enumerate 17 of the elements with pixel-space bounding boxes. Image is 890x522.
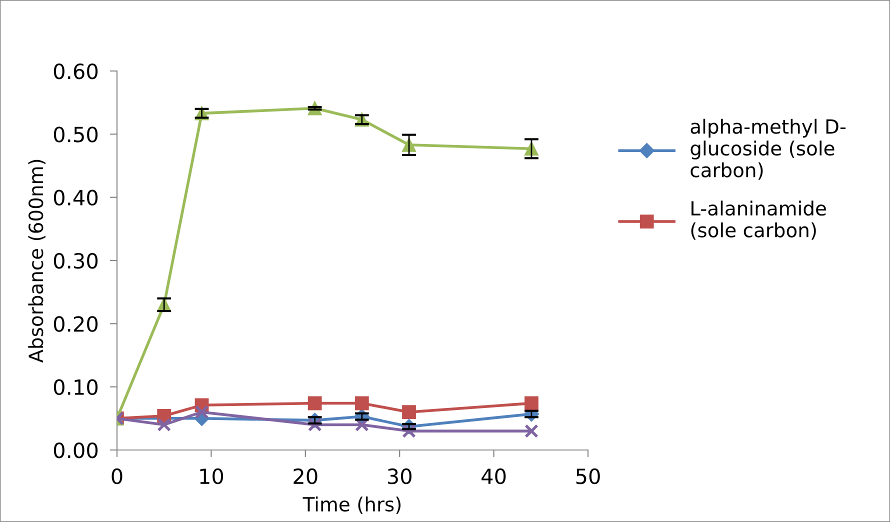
x-tick-label: 0 [112,468,122,484]
x-tick-label: 20 [294,468,318,484]
y-tick-label: 0.40 [54,190,98,206]
x-tick-label: 10 [200,468,224,484]
y-tick-label: 0.20 [54,316,98,332]
y-axis-title: Absorbance (600nm) [28,160,46,363]
x-tick-label: 50 [576,468,600,484]
legend-label: L-alaninamide (sole carbon) [691,200,826,240]
y-tick-label: 0.00 [54,442,98,458]
y-tick-label: 0.10 [54,379,98,396]
y-tick-label: 0.50 [54,126,98,142]
y-tick-label: 0.30 [54,252,98,269]
legend-label: alpha-methyl D-glucoside (sole carbon) [690,118,846,180]
x-axis-title: Time (hrs) [302,496,401,514]
x-tick-label: 30 [388,468,412,484]
x-tick-label: 40 [482,468,506,484]
y-tick-label: 0.60 [54,63,98,80]
